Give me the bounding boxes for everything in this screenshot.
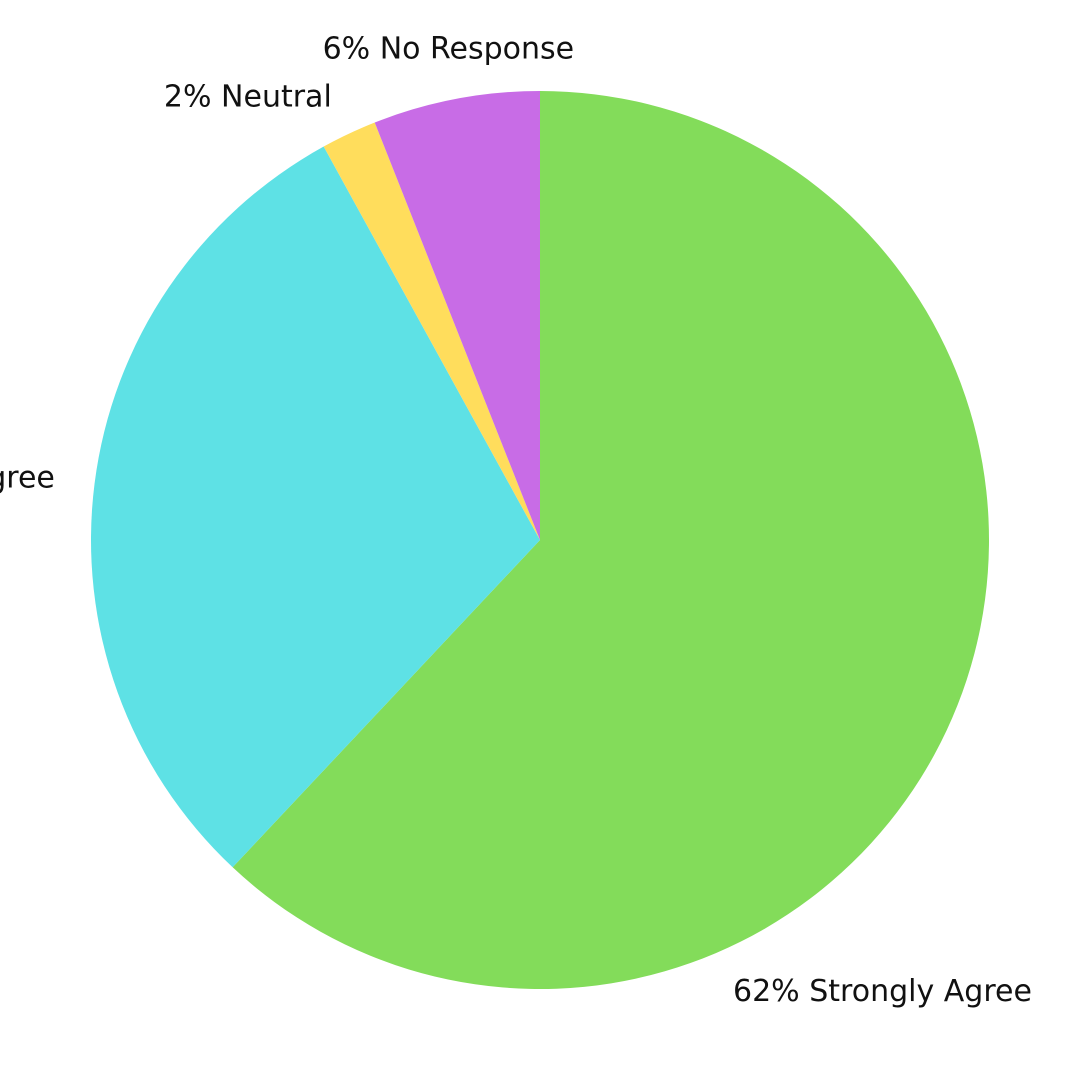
slice-category-label: Strongly Agree (809, 974, 1032, 1009)
pie-slice (91, 146, 540, 868)
slice-category-label: No Response (380, 31, 574, 66)
slice-category-label: Agree (0, 460, 55, 495)
slice-label: 62% Strongly Agree (733, 974, 1032, 1009)
slice-label: 2% Neutral (164, 79, 332, 114)
slice-value-label: 2% (164, 79, 212, 114)
pie-slice (374, 91, 540, 540)
slice-label: 30% Agree (0, 460, 55, 495)
pie-slice (323, 122, 540, 540)
slice-label: 6% No Response (323, 31, 575, 66)
slice-value-label: 6% (323, 31, 371, 66)
pie-slice (232, 91, 990, 990)
slice-value-label: 62% (733, 974, 800, 1009)
slice-category-label: Neutral (221, 79, 332, 114)
